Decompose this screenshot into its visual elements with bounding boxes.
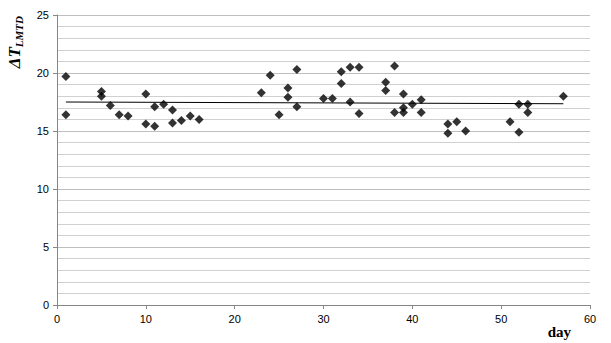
svg-text:ΔT: ΔT	[5, 47, 24, 70]
svg-text:50: 50	[495, 313, 507, 325]
svg-text:40: 40	[406, 313, 418, 325]
svg-text:25: 25	[37, 9, 49, 21]
svg-text:30: 30	[317, 313, 329, 325]
svg-text:day: day	[548, 324, 572, 340]
svg-text:LMTD: LMTD	[13, 16, 25, 48]
svg-text:60: 60	[584, 313, 596, 325]
svg-text:5: 5	[43, 241, 49, 253]
svg-text:20: 20	[229, 313, 241, 325]
svg-text:20: 20	[37, 67, 49, 79]
svg-text:15: 15	[37, 125, 49, 137]
svg-text:10: 10	[140, 313, 152, 325]
svg-text:0: 0	[54, 313, 60, 325]
svg-text:10: 10	[37, 183, 49, 195]
svg-text:0: 0	[43, 299, 49, 311]
